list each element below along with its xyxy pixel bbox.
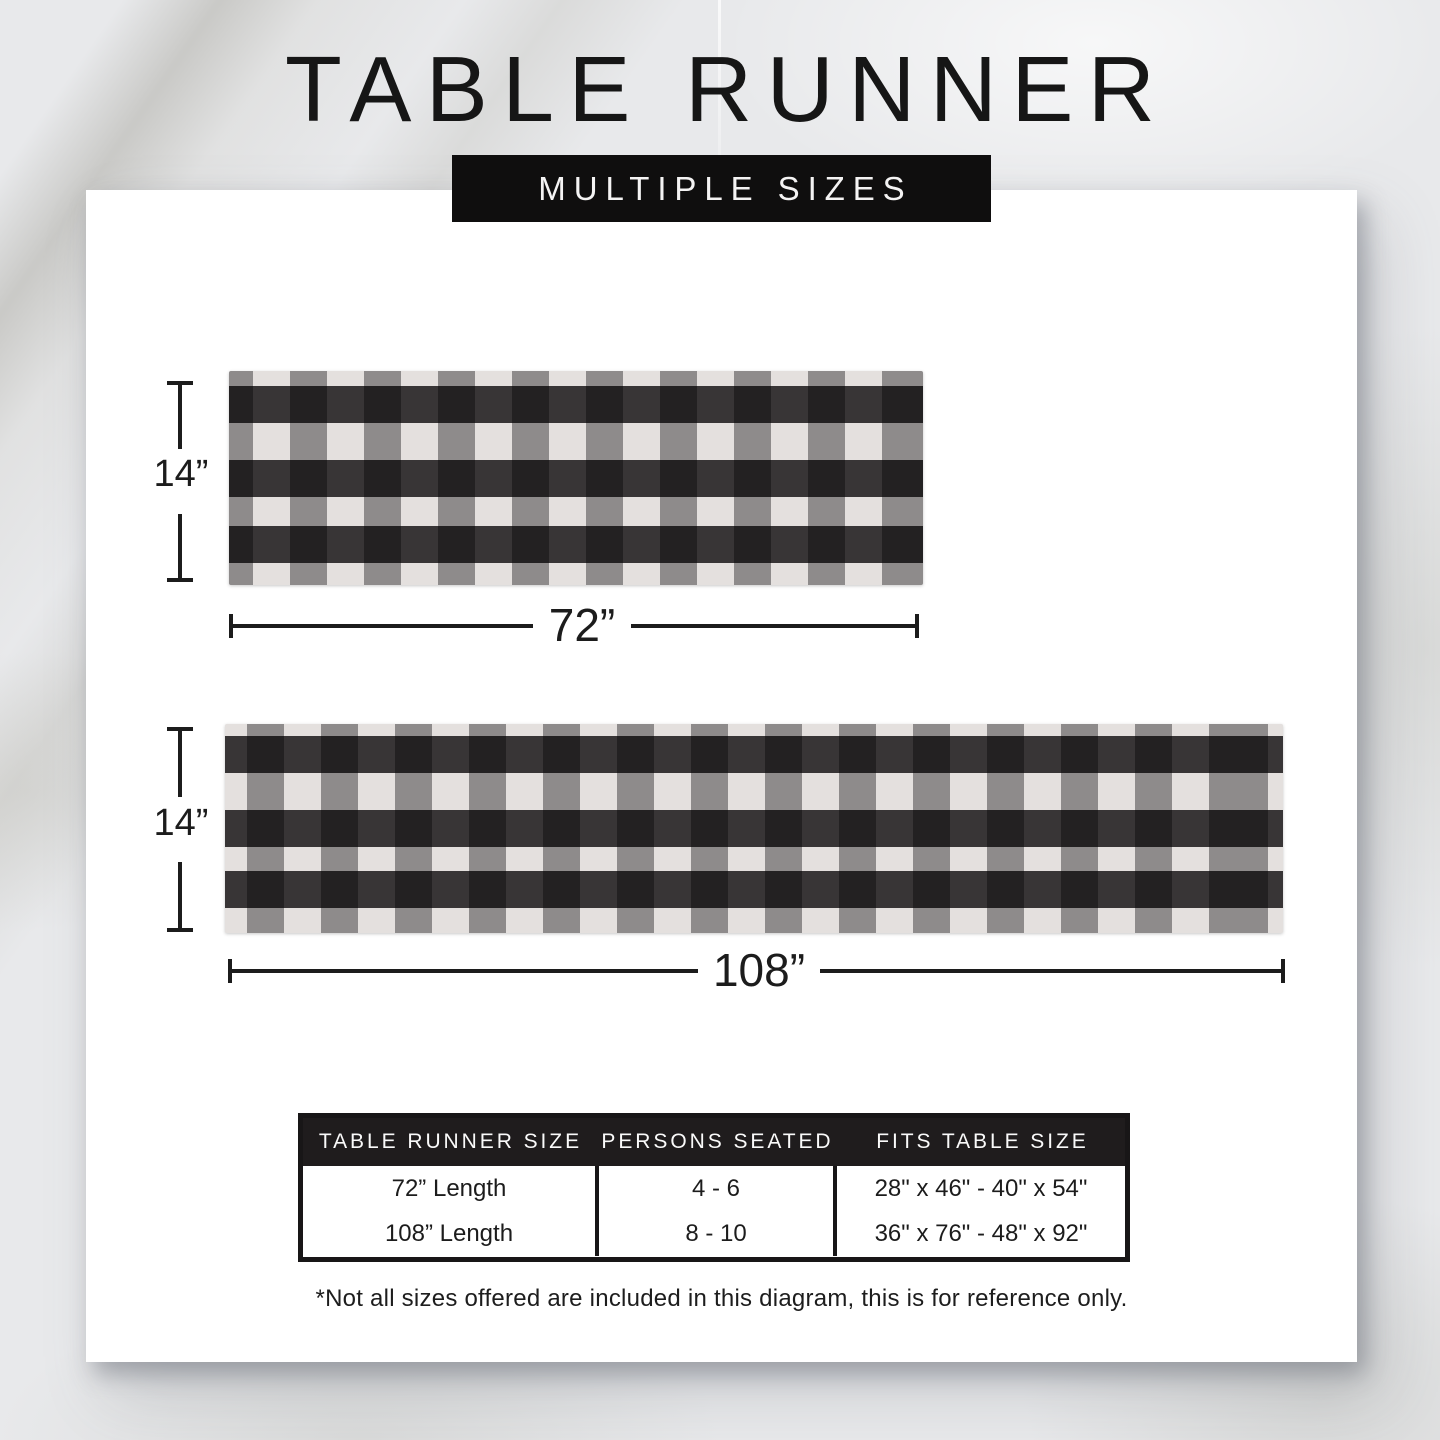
dimension-line [228, 969, 698, 973]
runner-108-width-label: 108” [712, 944, 806, 996]
marble-seam-line [718, 0, 721, 192]
size-table-header-fits-table-size: FITS TABLE SIZE [876, 1130, 1089, 1153]
page-title: TABLE RUNNER [285, 37, 1170, 141]
size-table: TABLE RUNNER SIZE PERSONS SEATED FITS TA… [298, 1113, 1130, 1262]
size-table-header-row: TABLE RUNNER SIZE PERSONS SEATED FITS TA… [303, 1118, 1125, 1166]
size-table-header-persons-seated: PERSONS SEATED [601, 1130, 834, 1153]
size-table-cell: 36" x 76" - 48" x 92" [874, 1219, 1088, 1247]
dimension-line [178, 727, 182, 797]
dimension-cap [167, 578, 193, 582]
runner-108-height-label: 14” [153, 802, 209, 844]
size-table-cell: 108” Length [384, 1219, 514, 1247]
size-table-cell: 28" x 46" - 40" x 54" [874, 1174, 1088, 1202]
footnote: *Not all sizes offered are included in t… [315, 1285, 1128, 1312]
subtitle-text: MULTIPLE SIZES [538, 169, 913, 207]
runner-108-swatch [225, 724, 1283, 933]
size-table-cell: 72” Length [391, 1174, 507, 1202]
runner-72-width-label: 72” [548, 599, 616, 651]
dimension-line [229, 624, 533, 628]
runner-72-height-label: 14” [153, 453, 209, 495]
dimension-line [178, 862, 182, 928]
size-table-cell: 8 - 10 [595, 1211, 837, 1256]
runner-72-swatch [229, 371, 923, 585]
dimension-cap [167, 928, 193, 932]
dimension-line [178, 381, 182, 449]
dimension-cap [1281, 959, 1285, 983]
dimension-line [178, 514, 182, 578]
dimension-line [631, 624, 919, 628]
size-table-body: 72” Length 4 - 6 28" x 46" - 40" x 54" 1… [303, 1166, 1125, 1256]
subtitle-banner: MULTIPLE SIZES [452, 155, 991, 222]
dimension-line [820, 969, 1285, 973]
dimension-cap [915, 614, 919, 638]
size-table-cell: 4 - 6 [595, 1166, 837, 1211]
size-table-header-runner-size: TABLE RUNNER SIZE [318, 1130, 583, 1153]
